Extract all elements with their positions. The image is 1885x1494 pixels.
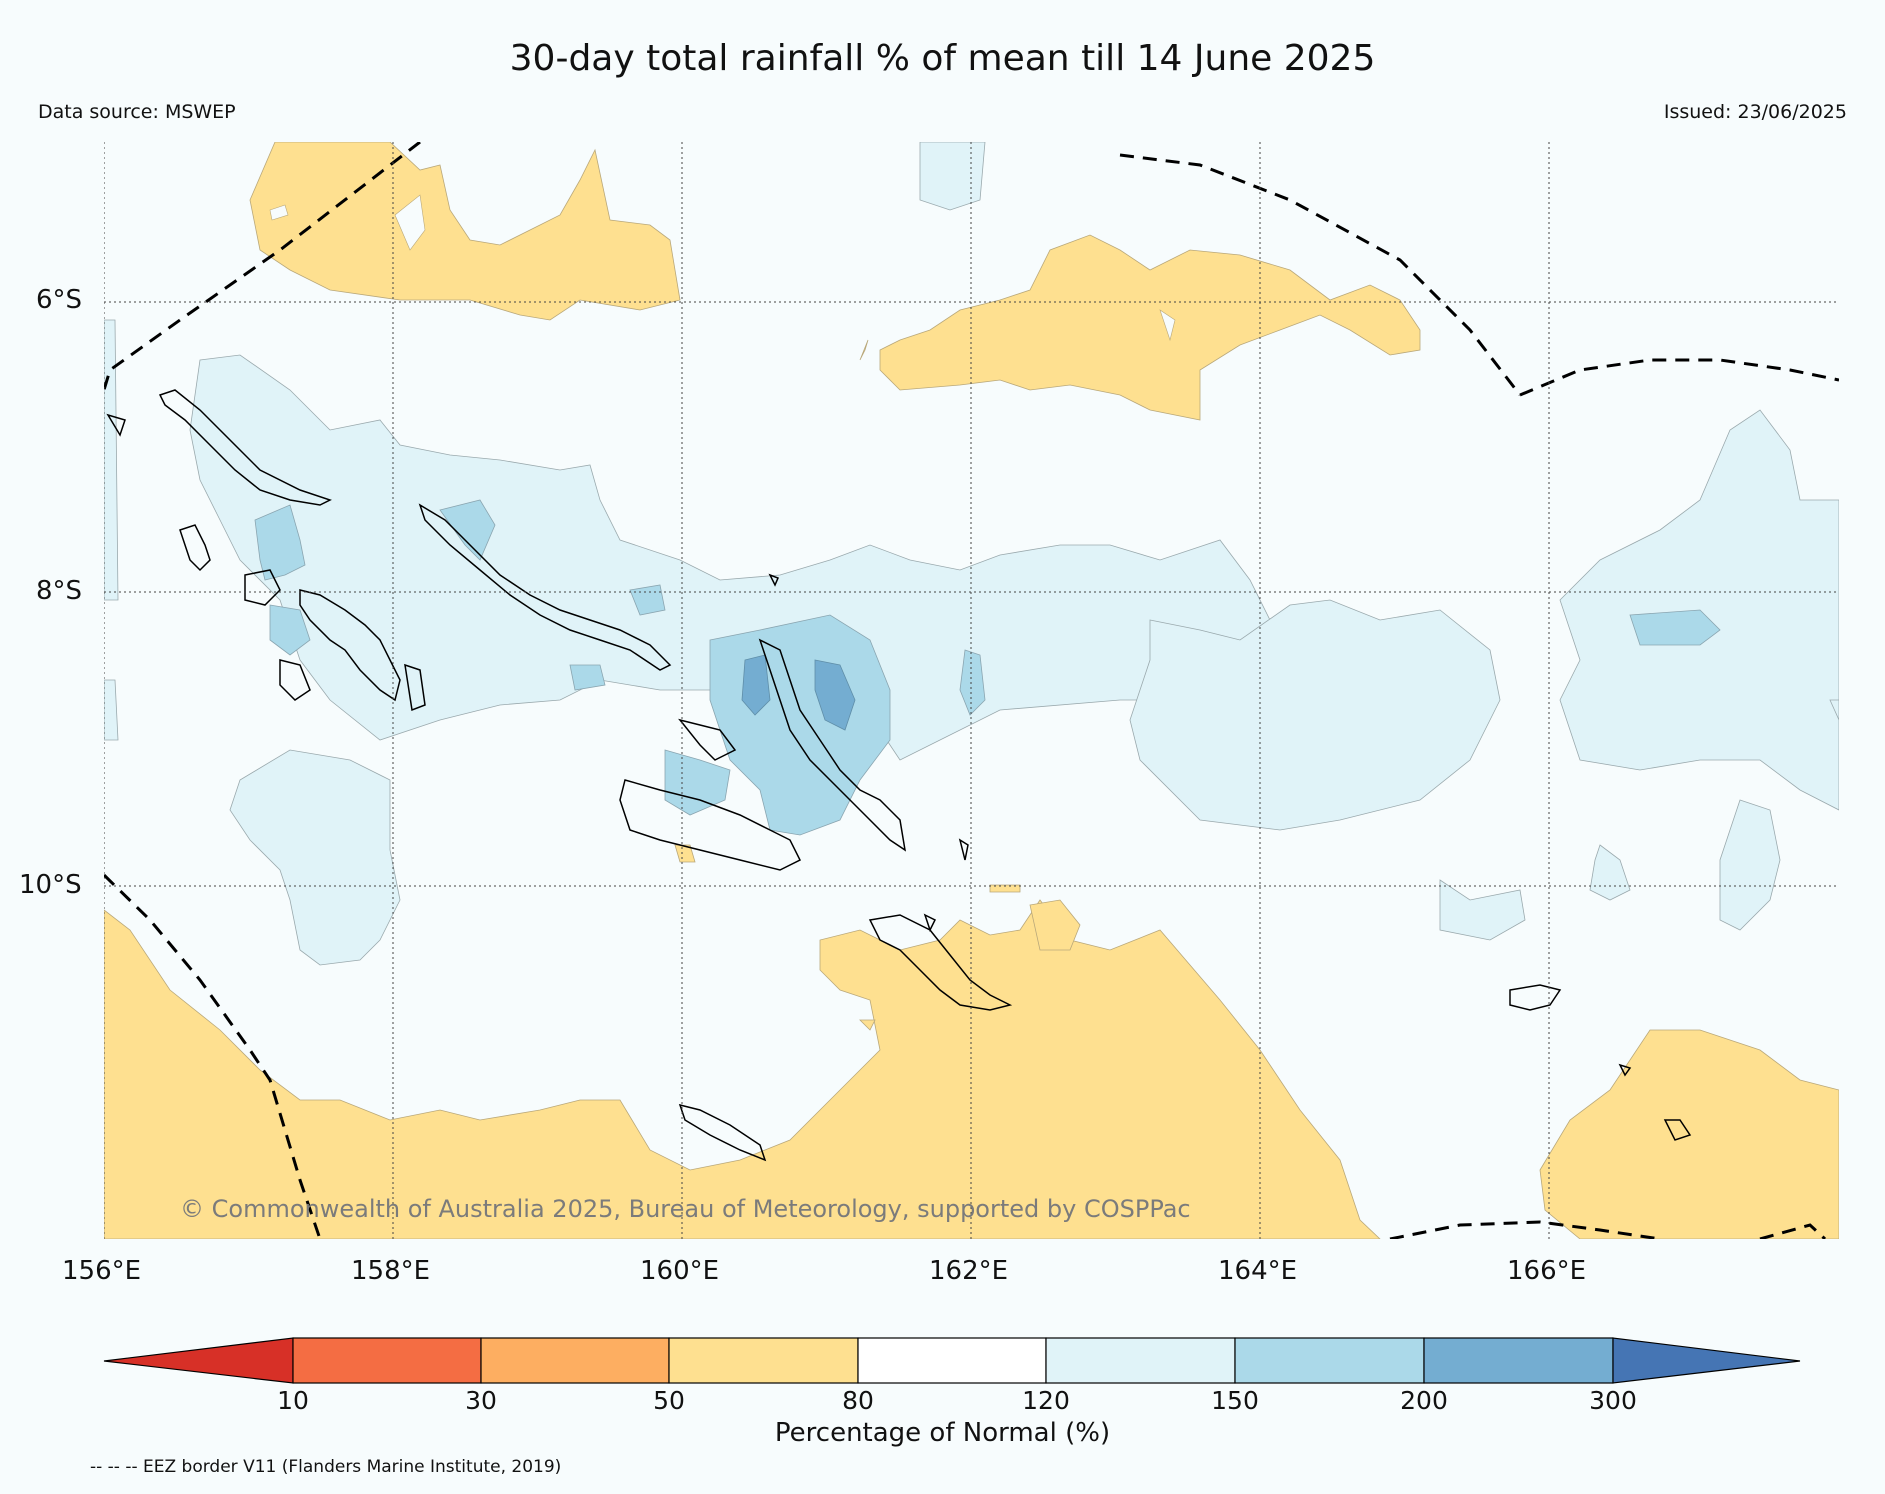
colorbar	[103, 1337, 1801, 1384]
colorbar-bin-30-50	[480, 1337, 670, 1384]
lon-tick-160: 160°E	[640, 1256, 720, 1286]
dry-region-holes	[269, 194, 1176, 342]
lat-tick-10s: 10°S	[19, 870, 82, 900]
lon-tick-162: 162°E	[929, 1256, 1009, 1286]
colorbar-bin-150-200	[1234, 1337, 1425, 1384]
map-title: 30-day total rainfall % of mean till 14 …	[509, 38, 1376, 79]
colorbar-label-150: 150	[1211, 1386, 1259, 1415]
lat-tick-8s: 8°S	[36, 576, 83, 606]
colorbar-bin-120-150	[1045, 1337, 1236, 1384]
map-area	[104, 142, 1839, 1239]
coastlines	[106, 389, 1692, 1162]
lon-tick-166: 166°E	[1507, 1256, 1587, 1286]
colorbar-title: Percentage of Normal (%)	[774, 1418, 1111, 1448]
colorbar-label-30: 30	[465, 1386, 497, 1415]
lat-tick-6s: 6°S	[36, 285, 83, 315]
colorbar-label-10: 10	[277, 1386, 309, 1415]
eez-border-note: -- -- -- EEZ border V11 (Flanders Marine…	[90, 1457, 562, 1477]
data-source-label: Data source: MSWEP	[38, 101, 236, 123]
colorbar-label-80: 80	[842, 1386, 874, 1415]
colorbar-extend-low	[103, 1337, 294, 1384]
wet-200-300-regions	[741, 654, 856, 731]
colorbar-label-200: 200	[1400, 1386, 1448, 1415]
colorbar-extend-high	[1612, 1337, 1801, 1384]
colorbar-label-120: 120	[1022, 1386, 1070, 1415]
gridlines	[104, 142, 1839, 1239]
issued-date-label: Issued: 23/06/2025	[1663, 101, 1847, 123]
colorbar-bin-200-300	[1423, 1337, 1614, 1384]
colorbar-bin-80-120	[857, 1337, 1047, 1384]
eez-borders	[104, 142, 1839, 1239]
lon-tick-156: 156°E	[62, 1256, 142, 1286]
copyright-notice: © Commonwealth of Australia 2025, Bureau…	[180, 1195, 1191, 1223]
colorbar-label-300: 300	[1589, 1386, 1637, 1415]
colorbar-bin-10-30	[292, 1337, 482, 1384]
colorbar-bin-50-80	[668, 1337, 859, 1384]
lon-tick-164: 164°E	[1218, 1256, 1298, 1286]
colorbar-label-50: 50	[653, 1386, 685, 1415]
lon-tick-158: 158°E	[351, 1256, 431, 1286]
